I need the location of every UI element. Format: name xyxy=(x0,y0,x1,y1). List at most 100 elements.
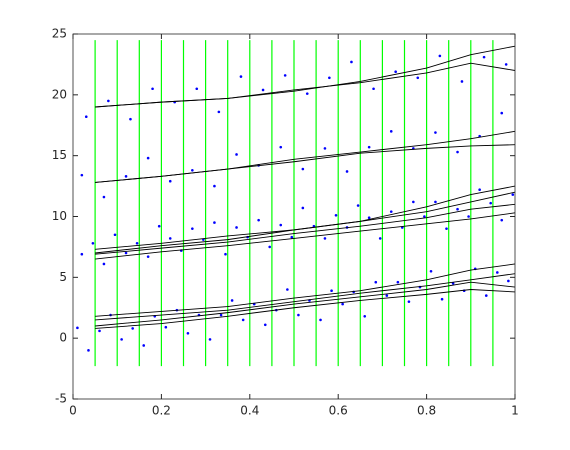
point xyxy=(208,338,212,341)
point xyxy=(367,145,371,149)
point xyxy=(146,156,150,160)
point xyxy=(164,325,168,329)
trajectory xyxy=(95,212,516,260)
point xyxy=(213,221,216,224)
point xyxy=(239,75,243,78)
trajectory xyxy=(95,45,516,108)
y-tick-label: 25 xyxy=(52,27,67,41)
point xyxy=(80,173,84,177)
point xyxy=(235,226,238,229)
point xyxy=(500,111,504,115)
point xyxy=(146,255,150,258)
point xyxy=(319,318,322,322)
point xyxy=(301,167,305,171)
point xyxy=(135,241,139,245)
point xyxy=(102,262,106,266)
trajectory xyxy=(95,289,516,329)
point xyxy=(217,110,221,114)
trajectory xyxy=(95,185,516,254)
point xyxy=(290,235,294,239)
point xyxy=(372,87,375,91)
point xyxy=(407,300,411,303)
point xyxy=(131,327,134,330)
point xyxy=(98,329,101,333)
point xyxy=(412,200,415,204)
point xyxy=(279,145,283,149)
point xyxy=(363,314,367,318)
point xyxy=(91,241,95,245)
point xyxy=(374,280,378,284)
point xyxy=(511,193,515,196)
point xyxy=(279,223,283,227)
point xyxy=(323,237,327,240)
point xyxy=(416,76,420,80)
point xyxy=(484,294,488,297)
point xyxy=(467,215,470,218)
point xyxy=(191,227,194,230)
point xyxy=(80,252,84,256)
point xyxy=(124,251,128,255)
trajectory xyxy=(95,273,516,321)
point xyxy=(107,99,110,103)
trajectory xyxy=(95,281,516,327)
trajectory xyxy=(95,263,516,317)
x-tick-label: 0.6 xyxy=(329,404,348,418)
point xyxy=(496,271,499,274)
point xyxy=(268,245,271,249)
trajectory xyxy=(95,62,516,108)
point xyxy=(129,117,132,121)
point xyxy=(456,207,459,211)
point xyxy=(378,237,382,240)
point xyxy=(301,206,305,210)
point xyxy=(263,323,267,327)
x-tick-label: 0.2 xyxy=(152,404,171,418)
point xyxy=(124,175,128,178)
point xyxy=(423,215,426,218)
point xyxy=(396,280,400,284)
point xyxy=(195,87,199,91)
point xyxy=(224,252,227,256)
point xyxy=(389,130,393,133)
point xyxy=(440,297,444,301)
point xyxy=(350,60,353,64)
point xyxy=(438,54,442,58)
point xyxy=(456,150,459,154)
point xyxy=(504,63,508,66)
point xyxy=(191,168,194,172)
y-tick-label: -5 xyxy=(55,392,67,406)
point xyxy=(328,76,331,80)
y-tick-label: 5 xyxy=(59,270,67,284)
point xyxy=(151,87,154,91)
point xyxy=(283,74,287,77)
x-tick-label: 0.8 xyxy=(417,404,436,418)
point xyxy=(297,313,300,317)
point xyxy=(230,299,234,302)
point xyxy=(367,216,371,220)
point xyxy=(434,200,437,204)
point xyxy=(385,294,389,297)
point xyxy=(186,332,190,335)
point xyxy=(460,80,464,83)
point xyxy=(482,55,486,59)
y-tick-label: 0 xyxy=(59,331,67,345)
trajectory xyxy=(95,144,516,183)
point xyxy=(507,279,510,283)
point xyxy=(429,269,433,273)
point xyxy=(168,179,172,183)
point xyxy=(257,218,260,222)
point xyxy=(261,88,265,92)
x-tick-label: 0.4 xyxy=(240,404,259,418)
point xyxy=(87,349,90,352)
trajectory xyxy=(95,203,516,255)
point xyxy=(157,224,161,228)
point xyxy=(434,131,437,134)
point xyxy=(489,201,492,205)
point xyxy=(500,218,504,222)
y-tick-label: 20 xyxy=(52,87,67,101)
point xyxy=(286,288,289,291)
point xyxy=(451,282,455,285)
point xyxy=(330,289,333,293)
point xyxy=(334,213,338,217)
point xyxy=(168,237,172,240)
